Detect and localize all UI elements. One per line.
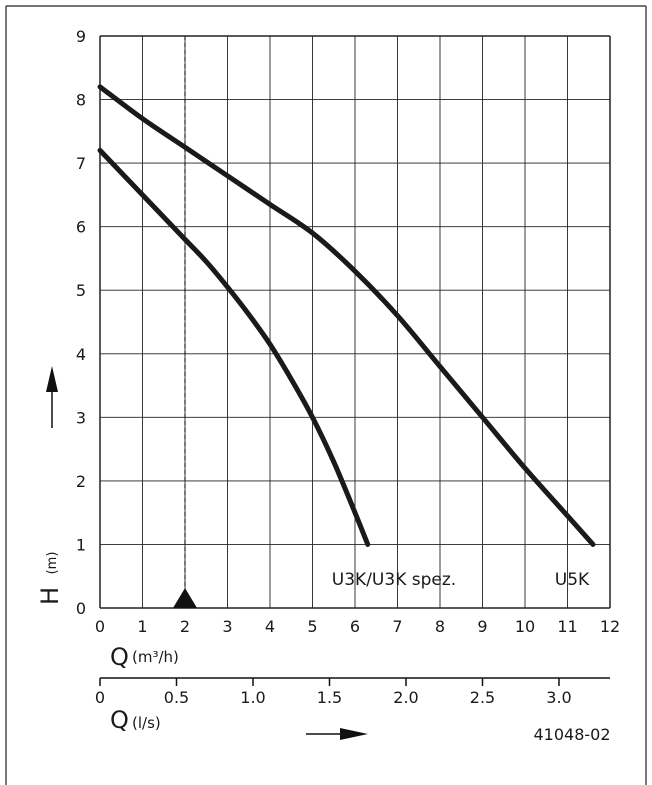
x-tick-label: 8 (435, 617, 445, 636)
right-arrow-icon (340, 728, 368, 740)
x-tick-label: 5 (307, 617, 317, 636)
y-tick-label: 2 (76, 472, 86, 491)
curves (97, 84, 596, 547)
secondary-tick-label: 2.0 (393, 688, 418, 707)
up-arrow-icon (46, 366, 58, 392)
x-tick-label: 11 (557, 617, 577, 636)
secondary-tick-label: 0 (95, 688, 105, 707)
y-tick-label: 6 (76, 218, 86, 237)
x-tick-label: 6 (350, 617, 360, 636)
x-tick-label: 2 (180, 617, 190, 636)
grid (99, 35, 611, 609)
y-tick-label: 1 (76, 535, 86, 554)
secondary-tick-label: 1.5 (317, 688, 342, 707)
x-tick-label: 4 (265, 617, 275, 636)
x-tick-label: 12 (600, 617, 620, 636)
y-tick-label: 7 (76, 154, 86, 173)
secondary-axis-ticks: 0 0.5 1.0 1.5 2.0 2.5 3.0 (95, 678, 572, 707)
series-line-1 (97, 84, 596, 547)
marker-triangle (173, 588, 197, 608)
x-tick-label: 9 (477, 617, 487, 636)
figure-id: 41048-02 (533, 725, 610, 744)
x-tick-label: 10 (515, 617, 535, 636)
secondary-tick-label: 2.5 (470, 688, 495, 707)
x-tick-labels: 0 1 2 3 4 5 6 7 8 9 10 11 12 (95, 617, 620, 636)
y-axis-unit: (m) (45, 552, 60, 575)
secondary-axis-label: Q (110, 706, 129, 734)
series-label-u5k: U5K (555, 570, 590, 590)
x-tick-label: 3 (222, 617, 232, 636)
y-axis-label: H (36, 587, 64, 605)
y-tick-label: 5 (76, 281, 86, 300)
series-line-0 (97, 147, 371, 547)
series-label-u3k: U3K/U3K spez. (332, 570, 456, 590)
secondary-axis-unit: (l/s) (132, 714, 161, 732)
y-axis-label-group: H (m) (36, 366, 64, 605)
x-axis-label: Q (110, 643, 129, 671)
y-tick-label: 0 (76, 599, 86, 618)
secondary-tick-label: 3.0 (546, 688, 571, 707)
secondary-tick-label: 1.0 (240, 688, 265, 707)
y-tick-label: 4 (76, 345, 86, 364)
y-tick-label: 9 (76, 27, 86, 46)
x-axis-unit: (m³/h) (132, 648, 179, 666)
x-tick-label: 7 (392, 617, 402, 636)
x-tick-label: 0 (95, 617, 105, 636)
x-tick-label: 1 (137, 617, 147, 636)
y-tick-label: 3 (76, 408, 86, 427)
y-tick-labels: 0 1 2 3 4 5 6 7 8 9 (76, 27, 86, 618)
y-tick-label: 8 (76, 91, 86, 110)
secondary-tick-label: 0.5 (164, 688, 189, 707)
